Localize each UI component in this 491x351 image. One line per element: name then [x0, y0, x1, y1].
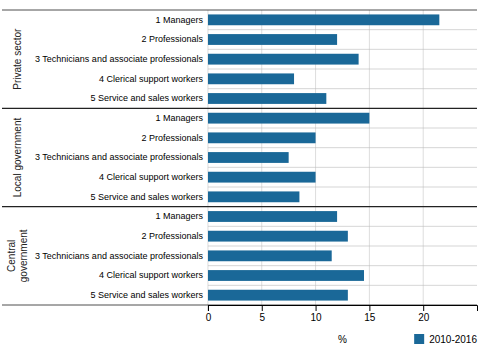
tick: 1 Managers	[155, 211, 208, 221]
tick-label: 2 Professionals	[141, 34, 203, 44]
grid	[208, 10, 423, 305]
tick-label: 5	[259, 312, 265, 323]
bars	[208, 14, 439, 300]
tick-mark	[208, 305, 209, 311]
row-separators	[208, 30, 477, 286]
tick: 5 Service and sales workers	[90, 93, 208, 103]
group-separators	[2, 10, 477, 305]
tick-label: 4 Clerical support workers	[99, 172, 204, 182]
tick-label: 1 Managers	[155, 113, 203, 123]
bar	[208, 231, 348, 242]
row-separator	[208, 29, 477, 30]
tick: 1 Managers	[155, 15, 208, 25]
group-separator	[2, 108, 477, 109]
tick-label: 3 Technicians and associate professional…	[35, 152, 203, 162]
bar	[208, 73, 294, 84]
row-separator	[208, 69, 477, 70]
tick-label: 0	[206, 312, 212, 323]
group-label: Centralgovernment	[6, 229, 29, 282]
tick: 3 Technicians and associate professional…	[35, 251, 208, 261]
tick-mark	[262, 305, 263, 311]
group-separator	[2, 10, 477, 11]
group-label: Local government	[12, 118, 23, 198]
row-separator	[208, 147, 477, 148]
tick-label: 10	[311, 312, 323, 323]
bar	[208, 14, 439, 25]
tick: 4 Clerical support workers	[99, 74, 208, 84]
bar	[208, 270, 364, 281]
tick: 5 Service and sales workers	[90, 290, 208, 300]
bar	[208, 132, 316, 143]
tick-mark	[316, 305, 317, 311]
bar	[208, 250, 332, 261]
bar	[208, 34, 337, 45]
tick: 5 Service and sales workers	[90, 192, 208, 202]
row-separator	[208, 187, 477, 188]
tick-label: 2 Professionals	[141, 133, 203, 143]
tick-label: 3 Technicians and associate professional…	[35, 251, 203, 261]
tick-label: 5 Service and sales workers	[90, 93, 203, 103]
x-axis: 0 5 10 15 20	[206, 305, 478, 323]
tick: 2 Professionals	[141, 34, 208, 44]
axis-line	[208, 306, 477, 312]
row-separator	[208, 226, 477, 227]
group-labels: Private sector Local government Centralgov…	[6, 28, 29, 282]
bar	[208, 191, 299, 202]
chart: 0 5 10 15 20 1 Managers 2 Professionals 3 Techn…	[0, 0, 491, 351]
row-separator	[208, 265, 477, 266]
row-separator	[208, 88, 477, 89]
tick: 10	[311, 305, 323, 323]
legend: 2010-2016	[414, 334, 477, 345]
tick-label: 5 Service and sales workers	[90, 290, 203, 300]
tick: 3 Technicians and associate professional…	[35, 54, 208, 64]
tick-label: 3 Technicians and associate professional…	[35, 54, 203, 64]
bar	[208, 113, 369, 124]
tick: 3 Technicians and associate professional…	[35, 152, 208, 162]
tick-label: 5 Service and sales workers	[90, 192, 203, 202]
row-separator	[208, 167, 477, 168]
tick-mark	[369, 305, 370, 311]
bar	[208, 211, 337, 222]
tick-label: 20	[418, 312, 430, 323]
tick: 20	[418, 305, 430, 323]
tick-mark	[423, 305, 424, 311]
row-separator	[208, 285, 477, 286]
group-separator	[2, 206, 477, 207]
grid-line	[423, 10, 424, 305]
row-separator	[208, 246, 477, 247]
bar	[208, 93, 326, 104]
tick-label: 1 Managers	[155, 15, 203, 25]
legend-label: 2010-2016	[429, 334, 477, 345]
tick: 1 Managers	[155, 113, 208, 123]
grid-line	[369, 10, 370, 305]
tick-label: 1 Managers	[155, 211, 203, 221]
tick: 15	[364, 305, 376, 323]
tick: 0	[206, 305, 212, 323]
bar	[208, 54, 359, 65]
tick: 2 Professionals	[141, 133, 208, 143]
bar	[208, 290, 348, 301]
tick-label: 2 Professionals	[141, 231, 203, 241]
tick-label: 15	[364, 312, 376, 323]
row-separator	[208, 49, 477, 50]
legend-swatch	[414, 334, 424, 344]
tick-label: 4 Clerical support workers	[99, 74, 204, 84]
bar	[208, 152, 289, 163]
tick-label: 4 Clerical support workers	[99, 270, 204, 280]
tick: 4 Clerical support workers	[99, 270, 208, 280]
tick: 5	[259, 305, 265, 323]
group-label: Private sector	[12, 28, 23, 90]
tick: 4 Clerical support workers	[99, 172, 208, 182]
bar	[208, 172, 316, 183]
y-axis: 1 Managers 2 Professionals 3 Technicians a…	[35, 15, 208, 300]
tick: 2 Professionals	[141, 231, 208, 241]
x-axis-title: %	[338, 334, 347, 345]
row-separator	[208, 128, 477, 129]
